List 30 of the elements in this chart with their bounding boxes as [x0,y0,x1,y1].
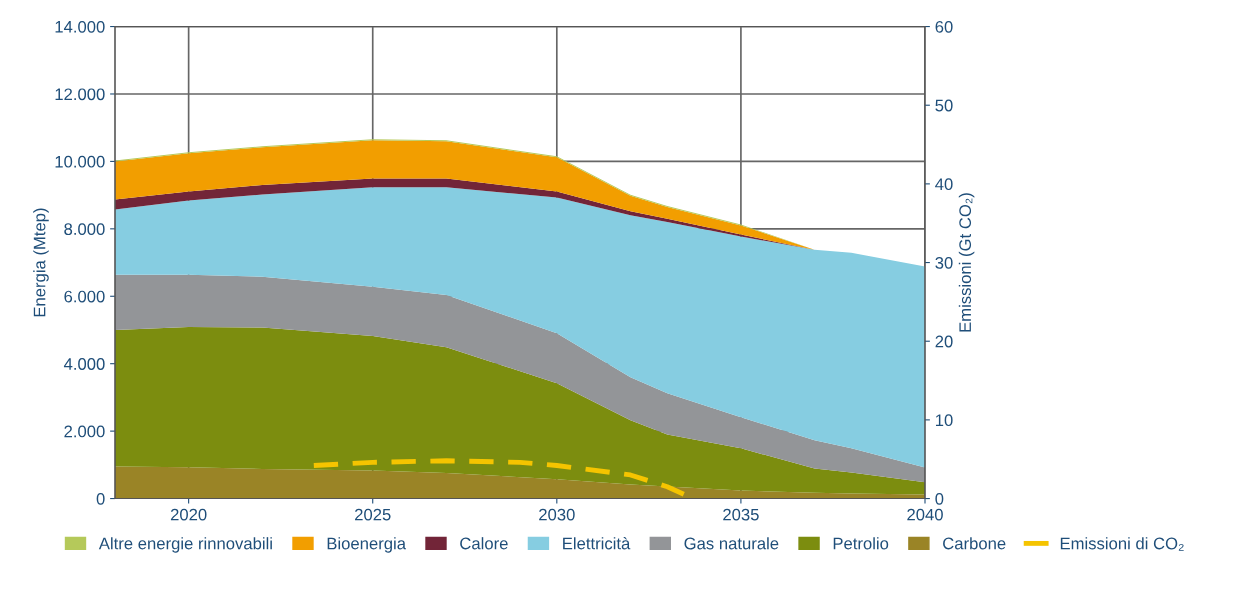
y-tick-label: 4.000 [63,358,105,370]
x-tick-label: 2040 [907,508,943,521]
x-tick-label: 2035 [723,508,759,521]
y2-tick-label: 60 [935,20,953,33]
y-tick-label: 8.000 [64,223,105,236]
y2-tick-label: 50 [935,99,953,112]
legend-label: Petrolio [833,537,889,550]
y2-tick-label: 40 [935,178,953,191]
y2-tick-label: 30 [935,256,953,269]
y2-axis-title: Emissioni (Gt CO₂) [958,193,975,332]
y-tick-label: 6.000 [64,290,105,303]
legend-label: Emissioni di CO₂ [1060,537,1184,551]
legend-label: Elettricità [563,536,631,550]
x-tick-label: 2025 [355,508,391,521]
y2-tick-label: 0 [935,492,944,505]
legend-label: Gas naturale [684,537,779,550]
x-tick-label: 2020 [170,508,207,521]
y-axis-title: Energia (Mtep) [33,208,49,317]
y2-tick-label: 10 [935,414,953,427]
legend-label: Altre energie rinnovabili [98,537,272,553]
y-tick-label: 12.000 [55,88,105,101]
y-tick-label: 0 [96,492,105,505]
x-tick-label: 2030 [539,508,575,521]
legend-label: Carbone [943,537,1006,550]
legend-label: Bioenergia [327,537,407,553]
legend-label: Calore [460,537,508,550]
y-tick-label: 2.000 [64,425,105,438]
y2-tick-label: 20 [935,335,953,348]
y-tick-label: 14.000 [55,20,105,33]
y-tick-label: 10.000 [55,155,105,168]
